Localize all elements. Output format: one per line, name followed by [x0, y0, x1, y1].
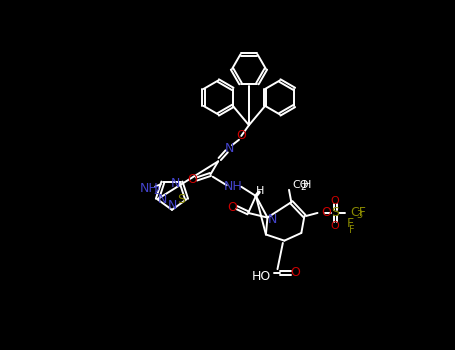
- Text: O: O: [236, 130, 246, 142]
- Text: 2: 2: [154, 186, 160, 196]
- Text: CF: CF: [351, 206, 366, 219]
- Text: NH: NH: [224, 180, 243, 193]
- Text: O: O: [321, 206, 331, 219]
- Text: N: N: [224, 142, 233, 155]
- Text: O: O: [187, 173, 197, 186]
- Text: S: S: [177, 193, 185, 206]
- Text: O: O: [331, 221, 339, 231]
- Text: HO: HO: [251, 270, 271, 282]
- Text: F: F: [347, 217, 354, 230]
- Text: 2: 2: [301, 183, 307, 192]
- Text: N: N: [171, 177, 180, 190]
- Text: NH: NH: [140, 182, 158, 195]
- Text: 3: 3: [357, 210, 363, 220]
- Text: O: O: [331, 196, 339, 205]
- Text: H: H: [303, 180, 312, 190]
- Text: H: H: [256, 186, 265, 196]
- Text: O: O: [290, 266, 300, 280]
- Text: S: S: [331, 206, 339, 219]
- Text: N: N: [158, 193, 167, 206]
- Text: N: N: [268, 212, 277, 226]
- Text: N: N: [167, 199, 177, 212]
- Text: CO: CO: [293, 180, 309, 190]
- Text: O: O: [227, 201, 237, 214]
- Text: F: F: [349, 225, 355, 235]
